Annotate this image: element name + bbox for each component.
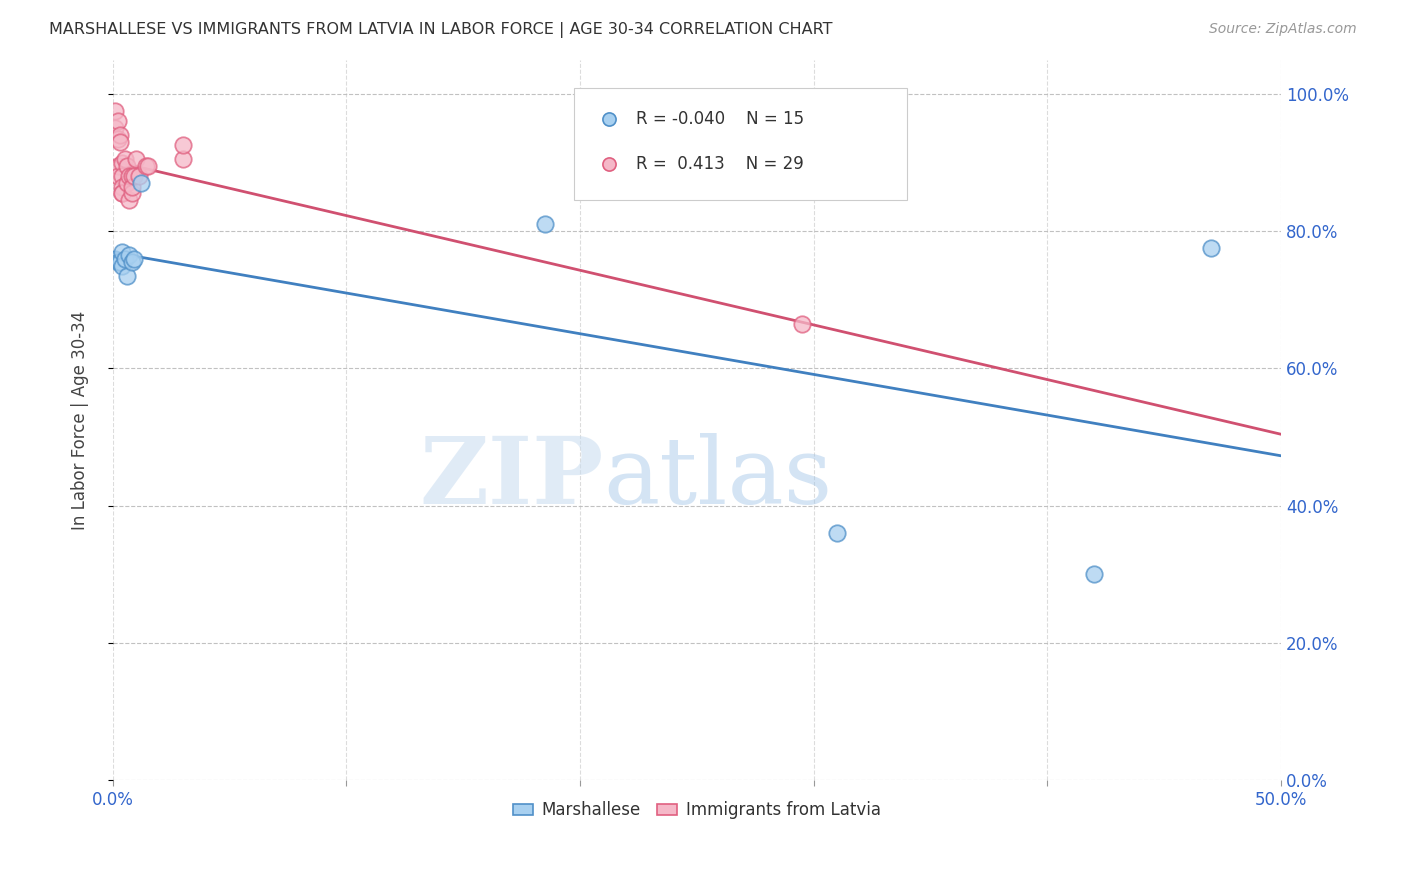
Point [114, 252, 136, 266]
Text: MARSHALLESE VS IMMIGRANTS FROM LATVIA IN LABOR FORCE | AGE 30-34 CORRELATION CHA: MARSHALLESE VS IMMIGRANTS FROM LATVIA IN… [49, 22, 832, 38]
Point [111, 155, 134, 169]
Point [128, 169, 150, 184]
Point [172, 138, 194, 153]
Point [104, 104, 127, 119]
Point [107, 159, 129, 173]
Point [172, 152, 194, 166]
Point [111, 179, 134, 194]
Point [121, 169, 143, 184]
Point [135, 159, 157, 173]
Point [1094, 144, 1116, 158]
Legend: Marshallese, Immigrants from Latvia: Marshallese, Immigrants from Latvia [506, 795, 887, 826]
Point [121, 186, 143, 201]
Point [108, 128, 131, 142]
Point [104, 121, 127, 136]
Text: atlas: atlas [603, 433, 832, 523]
Point [108, 255, 131, 269]
Point [534, 217, 557, 231]
Point [129, 176, 152, 190]
Point [790, 317, 813, 331]
FancyBboxPatch shape [574, 88, 907, 200]
Point [107, 114, 129, 128]
Point [111, 259, 134, 273]
Point [111, 186, 134, 201]
Point [125, 152, 148, 166]
Text: R =  0.413    N = 29: R = 0.413 N = 29 [636, 155, 804, 173]
Point [107, 255, 129, 269]
Point [118, 194, 141, 208]
Point [122, 169, 145, 184]
Point [104, 252, 127, 266]
Text: R = -0.040    N = 15: R = -0.040 N = 15 [636, 111, 804, 128]
Point [1199, 241, 1222, 255]
Point [108, 135, 131, 149]
Text: ZIP: ZIP [419, 433, 603, 523]
Point [107, 131, 129, 145]
Point [121, 179, 143, 194]
Point [107, 169, 129, 184]
Point [118, 169, 141, 184]
Point [111, 244, 134, 259]
Point [111, 186, 134, 201]
Point [114, 152, 136, 166]
Point [136, 159, 159, 173]
Point [121, 255, 143, 269]
Point [1083, 567, 1105, 582]
Point [115, 268, 138, 283]
Text: Source: ZipAtlas.com: Source: ZipAtlas.com [1209, 22, 1357, 37]
Point [825, 526, 848, 541]
Point [111, 169, 134, 184]
Point [115, 159, 138, 173]
Point [122, 252, 145, 266]
Y-axis label: In Labor Force | Age 30-34: In Labor Force | Age 30-34 [72, 310, 89, 530]
Point [115, 176, 138, 190]
Point [1094, 186, 1116, 201]
Point [118, 248, 141, 262]
